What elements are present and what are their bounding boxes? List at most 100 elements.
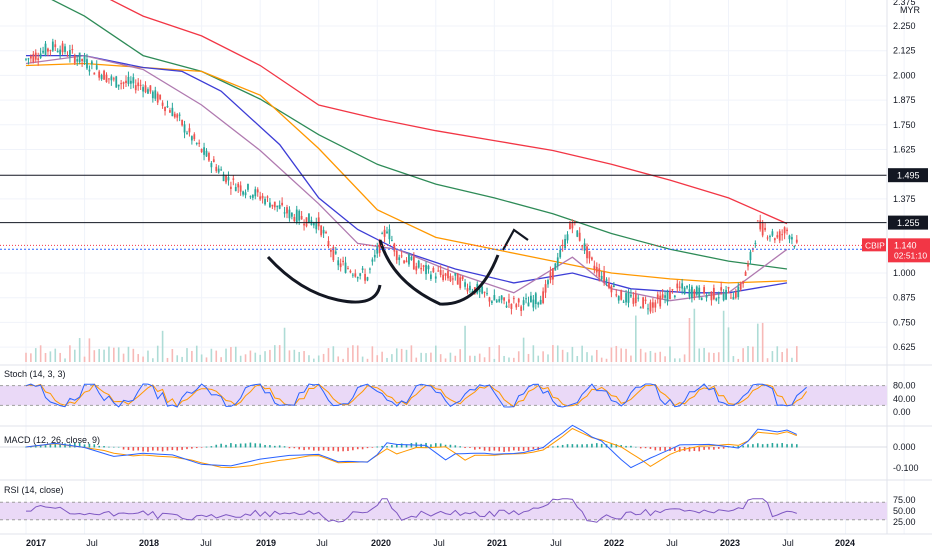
macd-histogram-bar (556, 445, 559, 448)
volume-bar (756, 323, 759, 362)
volume-bar (161, 330, 164, 362)
candle-body (378, 239, 381, 253)
candle-body (588, 251, 591, 259)
volume-bar (98, 348, 100, 362)
macd-histogram-bar (44, 445, 47, 448)
candle-body (239, 185, 242, 192)
macd-histogram-bar (278, 445, 281, 448)
candle-body (573, 221, 576, 223)
macd-histogram-bar (181, 447, 183, 450)
handle-arrow-drawing (502, 228, 529, 251)
candle-body (198, 142, 201, 144)
macd-histogram-bar (322, 447, 325, 451)
volume-bar (727, 327, 730, 362)
candle-body (90, 61, 93, 65)
candle-body (256, 189, 259, 193)
candle-body (398, 257, 401, 260)
candle-body (139, 84, 142, 86)
macd-histogram-bar (54, 444, 57, 448)
volume-bar (693, 308, 696, 362)
macd-histogram-bar (727, 446, 730, 448)
time-tick-label: 2019 (256, 538, 276, 548)
candle-body (115, 76, 118, 88)
candle-body (232, 178, 235, 180)
candle-body (732, 296, 735, 300)
macd-histogram-bar (713, 447, 715, 450)
candle-body (249, 196, 252, 198)
macd-histogram-bar (595, 443, 598, 448)
candle-body (173, 113, 176, 118)
volume-bar (117, 347, 120, 362)
candle-body (622, 301, 625, 303)
candle-body (98, 71, 101, 78)
volume-bar (713, 352, 715, 362)
rsi-tick-label: 75.00 (893, 495, 916, 505)
macd-tick-label: 0.000 (893, 442, 916, 452)
macd-histogram-bar (527, 447, 530, 451)
volume-bar (639, 348, 642, 362)
candle-body (200, 148, 203, 153)
candle-body (698, 287, 701, 298)
price-tick-label: 2.250 (893, 21, 916, 31)
time-tick-label: Jul (433, 538, 445, 548)
candle-body (437, 270, 440, 272)
candle-body (403, 260, 405, 263)
volume-bar (503, 355, 505, 362)
macd-histogram-bar (161, 447, 164, 452)
volume-bar (230, 347, 232, 362)
volume-bar (366, 358, 369, 362)
macd-histogram-bar (439, 443, 442, 448)
candle-body (630, 294, 632, 297)
candle-body (356, 277, 359, 279)
volume-bar (220, 357, 222, 362)
macd-histogram-bar (737, 446, 740, 448)
volume-bar (678, 358, 681, 362)
macd-line (25, 424, 798, 469)
volume-bar (361, 356, 364, 362)
candle-body (305, 217, 308, 227)
candle-body (759, 220, 762, 230)
volume-bar (786, 348, 788, 362)
volume-bar (88, 338, 91, 362)
candle-body (615, 294, 618, 296)
candle-body (710, 291, 713, 301)
time-tick-label: Jul (782, 538, 794, 548)
macd-histogram-bar (796, 444, 798, 448)
candle-body (34, 52, 37, 60)
macd-histogram-bar (269, 445, 271, 448)
candle-body (747, 264, 749, 267)
candle-body (125, 80, 127, 83)
stoch-tick-label: 40.00 (893, 394, 916, 404)
volume-bar (742, 348, 744, 362)
volume-bar (444, 358, 447, 362)
candle-body (381, 233, 384, 235)
candle-body (605, 279, 608, 282)
macd-histogram-bar (610, 443, 613, 448)
volume-bar (781, 352, 783, 362)
hline-price-tag-label: 1.495 (897, 171, 920, 181)
candle-body (93, 72, 96, 75)
volume-bar (766, 358, 769, 362)
candle-body (54, 44, 57, 48)
candle-body (456, 273, 459, 285)
volume-bar (73, 349, 76, 362)
volume-bar (747, 346, 749, 362)
macd-histogram-bar (288, 447, 291, 449)
candle-body (593, 265, 596, 270)
candle-body (195, 142, 198, 144)
volume-bar (620, 348, 622, 362)
macd-histogram-bar (400, 443, 403, 448)
candle-body (600, 275, 603, 280)
macd-histogram-bar (313, 447, 315, 451)
volume-bar (722, 310, 725, 362)
candle-body (73, 55, 76, 63)
volume-bar (761, 322, 764, 362)
candle-body (83, 56, 86, 63)
candle-body (61, 43, 64, 53)
candle-body (481, 286, 484, 294)
candle-body (151, 91, 154, 99)
macd-histogram-bar (620, 445, 622, 448)
candle-body (273, 201, 276, 208)
